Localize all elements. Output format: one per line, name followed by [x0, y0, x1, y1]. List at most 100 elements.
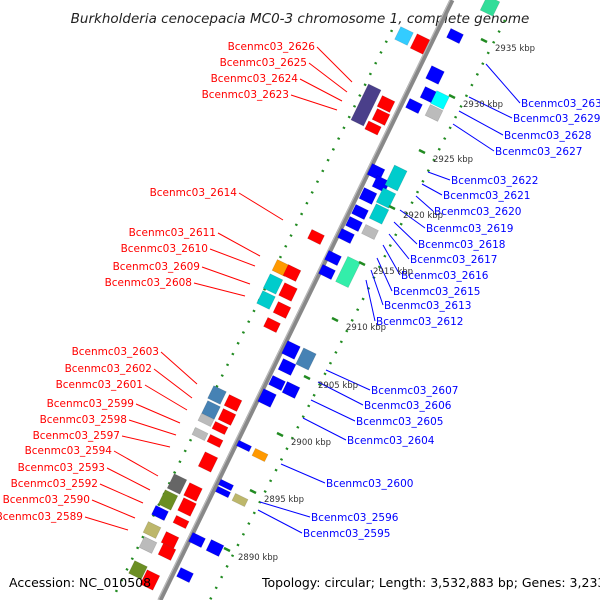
gene-glyph[interactable] [231, 492, 249, 508]
gene-glyph[interactable] [430, 90, 450, 110]
gene-glyph[interactable] [337, 228, 355, 244]
gene-glyph[interactable] [479, 0, 501, 17]
gene-label-minus[interactable]: Bcenmc03_2598 [40, 414, 127, 426]
gene-glyph[interactable] [272, 301, 292, 319]
gene-glyph[interactable] [172, 514, 190, 530]
gene-glyph[interactable] [350, 83, 382, 127]
gene-glyph[interactable] [251, 447, 269, 463]
gene-glyph[interactable] [282, 264, 302, 282]
gene-label-plus[interactable]: Bcenmc03_2600 [326, 478, 413, 490]
gene-glyph[interactable] [256, 290, 276, 310]
gene-glyph[interactable] [394, 26, 414, 46]
gene-label-minus[interactable]: Bcenmc03_2614 [150, 187, 238, 199]
gene-glyph[interactable] [371, 108, 391, 126]
gene-label-minus[interactable]: Bcenmc03_2599 [47, 398, 134, 410]
gene-glyph[interactable] [235, 439, 253, 453]
gene-glyph[interactable] [139, 569, 161, 591]
gene-label-plus[interactable]: Bcenmc03_2616 [401, 270, 489, 282]
gene-label-minus[interactable]: Bcenmc03_2625 [220, 57, 307, 69]
gene-label-plus[interactable]: Bcenmc03_2617 [410, 254, 497, 266]
gene-glyph[interactable] [160, 531, 180, 549]
gene-glyph[interactable] [318, 264, 336, 280]
gene-glyph[interactable] [366, 163, 386, 181]
gene-glyph[interactable] [257, 388, 277, 408]
gene-label-minus[interactable]: Bcenmc03_2608 [105, 277, 192, 289]
gene-label-plus[interactable]: Bcenmc03_2606 [364, 400, 452, 412]
gene-glyph[interactable] [183, 482, 203, 502]
gene-label-minus[interactable]: Bcenmc03_2589 [0, 511, 83, 523]
gene-glyph[interactable] [277, 358, 297, 376]
gene-label-plus[interactable]: Bcenmc03_2595 [303, 528, 390, 540]
gene-glyph[interactable] [361, 224, 379, 240]
gene-label-plus[interactable]: Bcenmc03_2596 [311, 512, 399, 524]
gene-glyph[interactable] [217, 478, 235, 492]
gene-glyph[interactable] [223, 394, 243, 412]
gene-glyph[interactable] [335, 255, 361, 289]
gene-label-minus[interactable]: Bcenmc03_2624 [211, 73, 299, 85]
gene-glyph[interactable] [268, 375, 286, 391]
gene-label-minus[interactable]: Bcenmc03_2592 [11, 478, 98, 490]
gene-glyph[interactable] [371, 175, 391, 193]
gene-label-minus[interactable]: Bcenmc03_2590 [3, 494, 90, 506]
gene-glyph[interactable] [157, 489, 179, 511]
gene-label-plus[interactable]: Bcenmc03_2604 [347, 435, 435, 447]
gene-glyph[interactable] [281, 381, 301, 399]
gene-label-minus[interactable]: Bcenmc03_2626 [228, 41, 316, 53]
gene-glyph[interactable] [177, 497, 197, 517]
gene-label-plus[interactable]: Bcenmc03_2621 [443, 190, 530, 202]
gene-label-plus[interactable]: Bcenmc03_2607 [371, 385, 458, 397]
gene-label-plus[interactable]: Bcenmc03_2619 [426, 223, 513, 235]
gene-glyph[interactable] [157, 543, 177, 561]
gene-glyph[interactable] [307, 229, 325, 245]
gene-glyph[interactable] [263, 317, 281, 333]
gene-glyph[interactable] [211, 420, 229, 436]
gene-glyph[interactable] [368, 203, 390, 225]
gene-glyph[interactable] [364, 120, 382, 136]
gene-glyph[interactable] [191, 426, 209, 442]
gene-glyph[interactable] [278, 282, 298, 302]
gene-glyph[interactable] [262, 273, 284, 295]
gene-glyph[interactable] [384, 164, 408, 192]
gene-glyph[interactable] [424, 104, 444, 122]
gene-glyph[interactable] [138, 536, 158, 554]
gene-label-plus[interactable]: Bcenmc03_2628 [504, 130, 591, 142]
gene-glyph[interactable] [188, 532, 206, 548]
gene-label-minus[interactable]: Bcenmc03_2597 [33, 430, 120, 442]
gene-label-plus[interactable]: Bcenmc03_2615 [393, 286, 480, 298]
gene-label-plus[interactable]: Bcenmc03_2629 [513, 113, 600, 125]
gene-glyph[interactable] [128, 560, 148, 580]
gene-label-minus[interactable]: Bcenmc03_2603 [72, 346, 159, 358]
gene-glyph[interactable] [197, 412, 215, 428]
gene-label-plus[interactable]: Bcenmc03_2622 [451, 175, 538, 187]
gene-glyph[interactable] [281, 340, 301, 360]
gene-label-minus[interactable]: Bcenmc03_2611 [129, 227, 216, 239]
gene-label-minus[interactable]: Bcenmc03_2609 [113, 261, 200, 273]
gene-glyph[interactable] [358, 187, 378, 205]
gene-glyph[interactable] [409, 33, 431, 55]
gene-glyph[interactable] [425, 65, 445, 85]
gene-label-minus[interactable]: Bcenmc03_2601 [56, 379, 143, 391]
gene-label-plus[interactable]: Bcenmc03_2627 [495, 146, 582, 158]
gene-glyph[interactable] [142, 521, 162, 539]
gene-glyph[interactable] [446, 28, 464, 44]
gene-label-minus[interactable]: Bcenmc03_2593 [18, 462, 105, 474]
gene-label-plus[interactable]: Bcenmc03_2620 [434, 206, 521, 218]
gene-label-minus[interactable]: Bcenmc03_2623 [202, 89, 289, 101]
gene-glyph[interactable] [351, 204, 369, 220]
gene-glyph[interactable] [324, 250, 342, 266]
gene-label-plus[interactable]: Bcenmc03_2605 [356, 416, 443, 428]
gene-glyph[interactable] [295, 347, 317, 371]
gene-glyph[interactable] [345, 216, 363, 232]
gene-glyph[interactable] [214, 485, 232, 499]
gene-glyph[interactable] [405, 98, 423, 114]
gene-label-plus[interactable]: Bcenmc03_2612 [376, 316, 463, 328]
gene-glyph[interactable] [376, 95, 396, 113]
gene-label-minus[interactable]: Bcenmc03_2594 [25, 445, 113, 457]
gene-glyph[interactable] [176, 567, 194, 583]
gene-glyph[interactable] [375, 187, 397, 209]
gene-glyph[interactable] [206, 433, 224, 449]
gene-glyph[interactable] [207, 385, 227, 405]
gene-glyph[interactable] [217, 408, 237, 426]
gene-label-minus[interactable]: Bcenmc03_2602 [65, 363, 152, 375]
gene-glyph[interactable] [205, 539, 225, 557]
